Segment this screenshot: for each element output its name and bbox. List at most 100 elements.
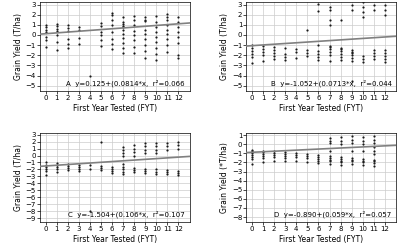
Point: [326, 60, 333, 63]
Point: [153, 40, 160, 44]
Point: [131, 38, 137, 42]
Point: [131, 170, 137, 174]
Point: [271, 51, 277, 55]
Point: [338, 135, 344, 139]
Point: [120, 25, 126, 29]
Point: [371, 134, 377, 138]
Point: [76, 36, 82, 40]
Point: [260, 156, 266, 160]
Point: [164, 28, 171, 32]
Point: [109, 42, 115, 46]
Point: [382, 48, 388, 52]
Point: [120, 22, 126, 26]
Point: [348, 8, 355, 12]
Point: [360, 159, 366, 163]
Text: D  y=-0.890+(0.059*x,  r²=0.057: D y=-0.890+(0.059*x, r²=0.057: [274, 211, 392, 218]
Text: B  y=-1.052+(0.0713*x,  r²=0.044: B y=-1.052+(0.0713*x, r²=0.044: [270, 80, 392, 87]
Point: [64, 162, 71, 166]
Point: [338, 18, 344, 22]
Point: [282, 156, 288, 160]
Point: [338, 58, 344, 62]
Point: [282, 159, 288, 163]
Point: [326, 45, 333, 49]
Point: [315, 157, 322, 161]
Point: [282, 152, 288, 156]
Point: [348, 156, 355, 160]
Point: [304, 156, 310, 160]
Point: [293, 153, 300, 157]
Point: [326, 162, 333, 166]
Point: [338, 159, 344, 163]
Point: [120, 154, 126, 158]
Point: [338, 55, 344, 59]
Point: [271, 151, 277, 155]
Point: [98, 44, 104, 48]
Point: [153, 14, 160, 18]
Point: [338, 46, 344, 50]
Point: [360, 15, 366, 19]
Point: [164, 12, 171, 16]
Point: [142, 141, 148, 145]
Point: [142, 18, 148, 22]
Point: [326, 44, 333, 48]
Point: [109, 23, 115, 27]
Point: [249, 148, 255, 152]
Point: [87, 209, 93, 213]
Point: [326, 53, 333, 57]
Point: [260, 150, 266, 154]
Point: [153, 52, 160, 56]
Point: [175, 169, 182, 173]
Point: [271, 57, 277, 61]
Point: [175, 140, 182, 144]
Point: [142, 144, 148, 148]
Point: [326, 136, 333, 140]
Point: [315, 159, 322, 163]
Point: [271, 153, 277, 157]
Point: [371, 57, 377, 61]
Point: [120, 28, 126, 32]
Point: [120, 172, 126, 176]
Point: [54, 22, 60, 26]
Point: [109, 37, 115, 41]
Text: C  y=-1.504+(0.106*x,  r²=0.107: C y=-1.504+(0.106*x, r²=0.107: [68, 211, 185, 218]
Point: [326, 156, 333, 160]
Point: [315, 153, 322, 157]
Point: [131, 166, 137, 170]
Point: [109, 165, 115, 169]
Point: [260, 47, 266, 51]
Point: [164, 50, 171, 54]
Point: [371, 48, 377, 52]
Point: [260, 154, 266, 158]
Point: [282, 154, 288, 158]
Point: [120, 145, 126, 149]
Point: [348, 53, 355, 57]
Point: [120, 148, 126, 152]
Point: [142, 167, 148, 171]
Point: [54, 165, 60, 169]
Point: [164, 37, 171, 41]
Point: [164, 172, 171, 176]
Point: [315, 52, 322, 56]
Point: [164, 141, 171, 145]
Point: [98, 30, 104, 34]
Point: [153, 151, 160, 155]
Point: [271, 54, 277, 58]
X-axis label: First Year Tested (FYT): First Year Tested (FYT): [279, 104, 363, 113]
Point: [382, 13, 388, 17]
Point: [326, 141, 333, 145]
Point: [175, 171, 182, 175]
Point: [348, 56, 355, 60]
Y-axis label: Grain Yield (T/ha): Grain Yield (T/ha): [14, 13, 23, 80]
Point: [371, 2, 377, 6]
Point: [249, 46, 255, 50]
Point: [338, 47, 344, 51]
Point: [249, 151, 255, 155]
Point: [131, 147, 137, 151]
Point: [153, 172, 160, 176]
X-axis label: First Year Tested (FYT): First Year Tested (FYT): [279, 235, 363, 244]
Point: [315, 43, 322, 47]
Point: [360, 4, 366, 8]
Point: [76, 165, 82, 169]
Point: [249, 43, 255, 47]
Point: [249, 149, 255, 153]
